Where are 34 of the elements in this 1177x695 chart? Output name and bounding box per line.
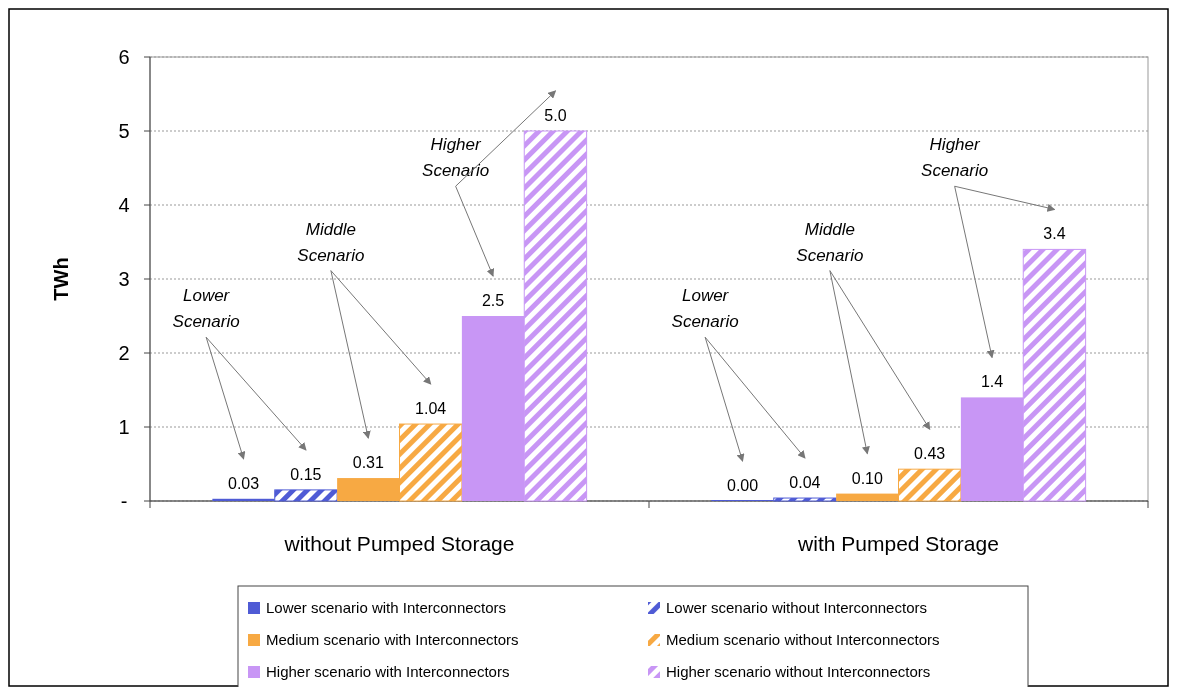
data-label: 0.15 — [290, 465, 322, 483]
annotation: Middle Scenario — [297, 219, 365, 265]
y-tick-label: 6 — [118, 46, 130, 68]
data-label: 0.43 — [914, 445, 946, 463]
data-label: 1.4 — [980, 373, 1004, 391]
data-label: 1.04 — [415, 400, 447, 418]
y-tick-label: 4 — [118, 194, 130, 216]
y-tick-label: 5 — [118, 120, 130, 142]
y-tick-label: 3 — [118, 268, 130, 290]
data-label: 0.04 — [789, 474, 821, 492]
data-label: 0.10 — [851, 469, 883, 487]
data-label: 0.31 — [352, 454, 384, 472]
legend-label: Medium scenario with Interconnectors — [266, 631, 519, 649]
data-label: 0.03 — [227, 474, 260, 492]
legend-label: Lower scenario with Interconnectors — [266, 599, 507, 617]
data-label: 5.0 — [544, 107, 567, 124]
y-tick-label: 1 — [118, 416, 130, 438]
x-tick-label: without Pumped Storage — [283, 532, 515, 555]
y-tick-label: - — [120, 490, 128, 512]
data-label: 2.5 — [481, 292, 505, 309]
annotation: Lower Scenario — [671, 286, 739, 332]
data-label: 0.00 — [726, 477, 759, 494]
x-tick-label: with Pumped Storage — [797, 532, 999, 555]
annotation: Middle Scenario — [796, 219, 864, 265]
y-axis-title: TWh — [50, 257, 72, 301]
legend-label: Higher scenario without Interconnectors — [666, 663, 931, 681]
annotation: Lower Scenario — [172, 286, 240, 332]
legend-label: Medium scenario without Interconnectors — [666, 631, 940, 649]
data-label: 3.4 — [1043, 225, 1066, 243]
legend-label: Lower scenario without Interconnectors — [666, 599, 927, 617]
annotation: Higher Scenario — [921, 135, 989, 181]
y-tick-label: 2 — [118, 342, 130, 364]
legend-label: Higher scenario with Interconnectors — [266, 663, 510, 681]
annotation: Higher Scenario — [422, 135, 490, 181]
